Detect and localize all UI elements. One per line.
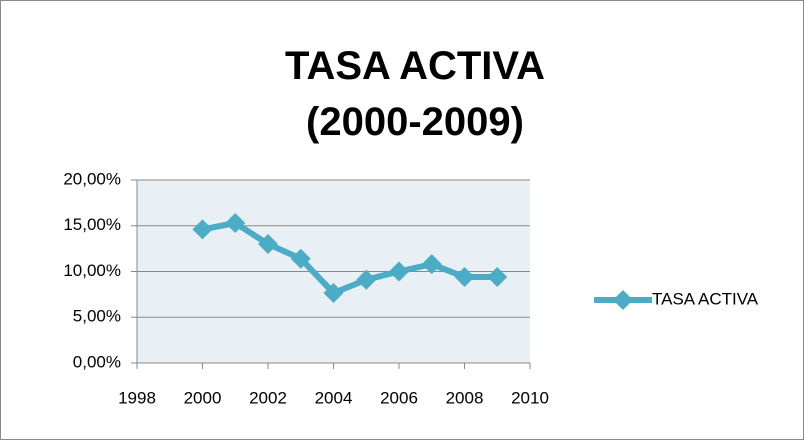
legend-label: TASA ACTIVA [652, 289, 759, 308]
x-tick-label: 2000 [184, 388, 222, 407]
x-tick-label: 2004 [315, 388, 353, 407]
data-marker [258, 234, 278, 255]
x-tick-label: 1998 [118, 388, 156, 407]
data-marker [421, 254, 442, 275]
legend-marker [613, 290, 633, 310]
x-tick-label: 2008 [446, 388, 484, 407]
series-line [201, 220, 498, 297]
data-marker [389, 261, 409, 282]
x-tick-label: 2006 [380, 388, 418, 407]
data-marker [225, 213, 246, 234]
data-marker [323, 283, 344, 304]
chart-title: TASA ACTIVA (2000-2009) [285, 44, 545, 144]
y-tick-label: 15,00% [63, 215, 121, 234]
y-tick-label: 0,00% [73, 352, 121, 371]
data-marker [290, 248, 311, 269]
y-tick-label: 10,00% [63, 261, 121, 280]
y-tick-label: 5,00% [73, 307, 121, 326]
data-marker [454, 266, 475, 287]
x-tick-label: 2010 [511, 388, 549, 407]
data-marker [487, 266, 508, 287]
y-tick-label: 20,00% [63, 169, 121, 188]
x-tick-label: 2002 [249, 388, 287, 407]
data-marker [356, 269, 377, 290]
data-marker [192, 219, 213, 240]
